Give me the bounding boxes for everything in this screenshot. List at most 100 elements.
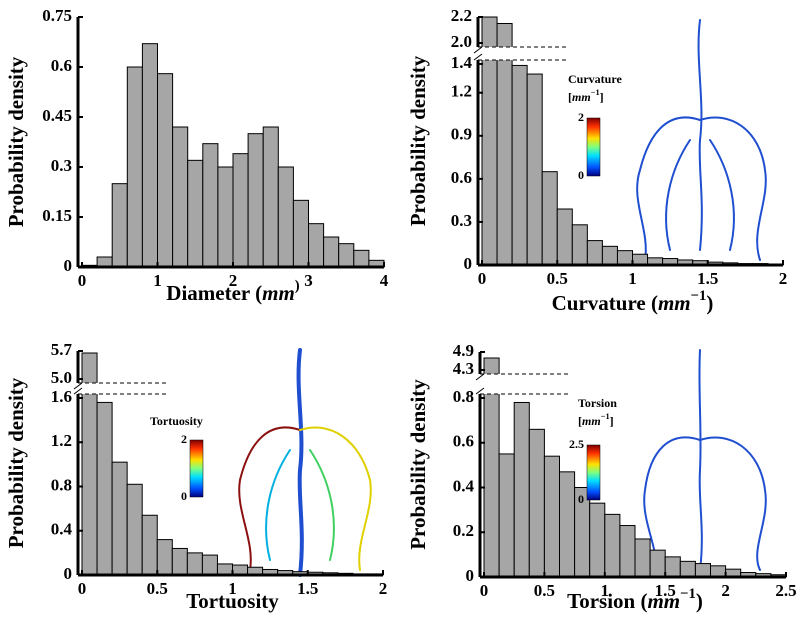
- label-part: ): [696, 589, 703, 613]
- axis-break-gap: [472, 47, 578, 60]
- bar: [262, 126, 279, 268]
- colorbar-tick-label: 0: [181, 489, 187, 503]
- colorbar-tick-label: 0: [578, 168, 584, 182]
- x-axis-label: Curvature (mm−1): [552, 288, 714, 314]
- y-tick-label: 2.2: [451, 6, 472, 25]
- y-axis-label: Probability density: [4, 56, 28, 227]
- bar: [353, 249, 370, 268]
- bar: [526, 73, 543, 266]
- bar: [498, 453, 515, 578]
- bar: [96, 401, 113, 576]
- y-tick-label: 0: [464, 254, 473, 273]
- bar: [323, 236, 340, 268]
- bar: [111, 183, 128, 268]
- y-tick-label: 0: [466, 566, 475, 585]
- bar: [571, 224, 588, 266]
- colorbar-title: Curvature: [568, 72, 622, 86]
- bar: [559, 471, 576, 578]
- axis-break-mark: [473, 53, 483, 61]
- label-part: −1: [601, 412, 610, 421]
- y-tick-label: 0.8: [453, 387, 474, 406]
- bar: [338, 243, 355, 268]
- bar: [616, 250, 634, 266]
- label-part: [: [568, 90, 572, 104]
- bar: [126, 483, 143, 576]
- bar: [679, 560, 696, 578]
- colorbar-title: Tortuosity: [150, 414, 203, 428]
- label-part: −1: [591, 88, 600, 97]
- y-tick-label: 0.9: [451, 125, 472, 144]
- y-tick-label: 0.6: [453, 432, 474, 451]
- label-part: mm: [262, 281, 295, 305]
- y-tick-label: 0.4: [51, 520, 73, 539]
- bar: [632, 253, 649, 266]
- colorbar: [586, 117, 601, 177]
- bar: [586, 240, 603, 266]
- y-tick-label: 0: [64, 564, 73, 583]
- x-tick-label: 1.5: [697, 269, 718, 288]
- label-part: mm: [647, 589, 680, 613]
- bar: [634, 538, 651, 578]
- y-axis-label: Probability density: [406, 379, 430, 550]
- bar: [157, 73, 174, 268]
- colorbar: [189, 439, 204, 498]
- y-tick-label: 0.4: [453, 476, 475, 495]
- label-part: Torsion (: [567, 589, 647, 613]
- x-tick-label: 2: [721, 581, 730, 600]
- bar: [201, 554, 218, 576]
- vessel-image: [238, 19, 767, 577]
- colorbar-tick-label: 2.5: [569, 437, 584, 451]
- label-part: ]: [600, 90, 604, 104]
- y-tick-label: 1.2: [451, 82, 472, 101]
- bar: [292, 199, 309, 268]
- colorbar-tick-label: 2: [181, 432, 187, 446]
- x-axis-label: Torsion (mm−1): [567, 586, 703, 612]
- colorbar-title: Torsion: [578, 396, 617, 410]
- bar: [308, 223, 325, 268]
- x-tick-label: 0.5: [534, 581, 555, 600]
- bar: [664, 556, 681, 578]
- x-axis-label: Tortuosity: [186, 589, 279, 613]
- colorbar: [586, 444, 601, 501]
- x-tick-label: 1: [228, 579, 237, 598]
- x-axis-label: Diameter (mm): [166, 278, 299, 304]
- x-tick-label: 0: [78, 579, 87, 598]
- bar: [172, 126, 189, 268]
- bar: [216, 563, 233, 576]
- label-part: Curvature (: [552, 291, 658, 315]
- label-part: ]: [610, 414, 614, 428]
- bar: [111, 461, 128, 576]
- bar: [649, 549, 666, 578]
- bar: [187, 159, 204, 268]
- label-part: mm: [582, 414, 601, 428]
- y-tick-label: 1.6: [51, 387, 72, 406]
- bar: [217, 166, 234, 268]
- label-part: −1: [680, 586, 696, 602]
- label-part: mm: [572, 90, 591, 104]
- colorbar-unit: [mm−1]: [568, 88, 604, 103]
- bar: [710, 565, 727, 578]
- bar: [277, 166, 294, 268]
- y-tick-label: 0.6: [451, 168, 472, 187]
- x-tick-label: 0: [78, 271, 87, 290]
- colorbar-tick-label: 2: [578, 110, 584, 124]
- x-tick-label: 2: [229, 271, 238, 290]
- bar: [601, 245, 618, 266]
- x-tick-label: 4: [380, 271, 389, 290]
- label-part: [: [578, 414, 582, 428]
- x-tick-label: 1: [628, 269, 637, 288]
- y-tick-label: 0.45: [42, 106, 72, 125]
- bar: [528, 428, 545, 578]
- axis-break-mark: [73, 382, 83, 390]
- x-tick-label: 2: [379, 579, 388, 598]
- x-tick-label: 2.5: [775, 581, 796, 600]
- bar: [126, 66, 143, 268]
- y-tick-label: 4.3: [453, 359, 474, 378]
- bar: [141, 514, 158, 576]
- y-tick-label: 0.6: [51, 56, 72, 75]
- bar: [556, 208, 573, 266]
- x-tick-label: 0: [480, 581, 489, 600]
- colorbar-tick-label: 0: [578, 492, 584, 506]
- label-part: mm: [658, 291, 691, 315]
